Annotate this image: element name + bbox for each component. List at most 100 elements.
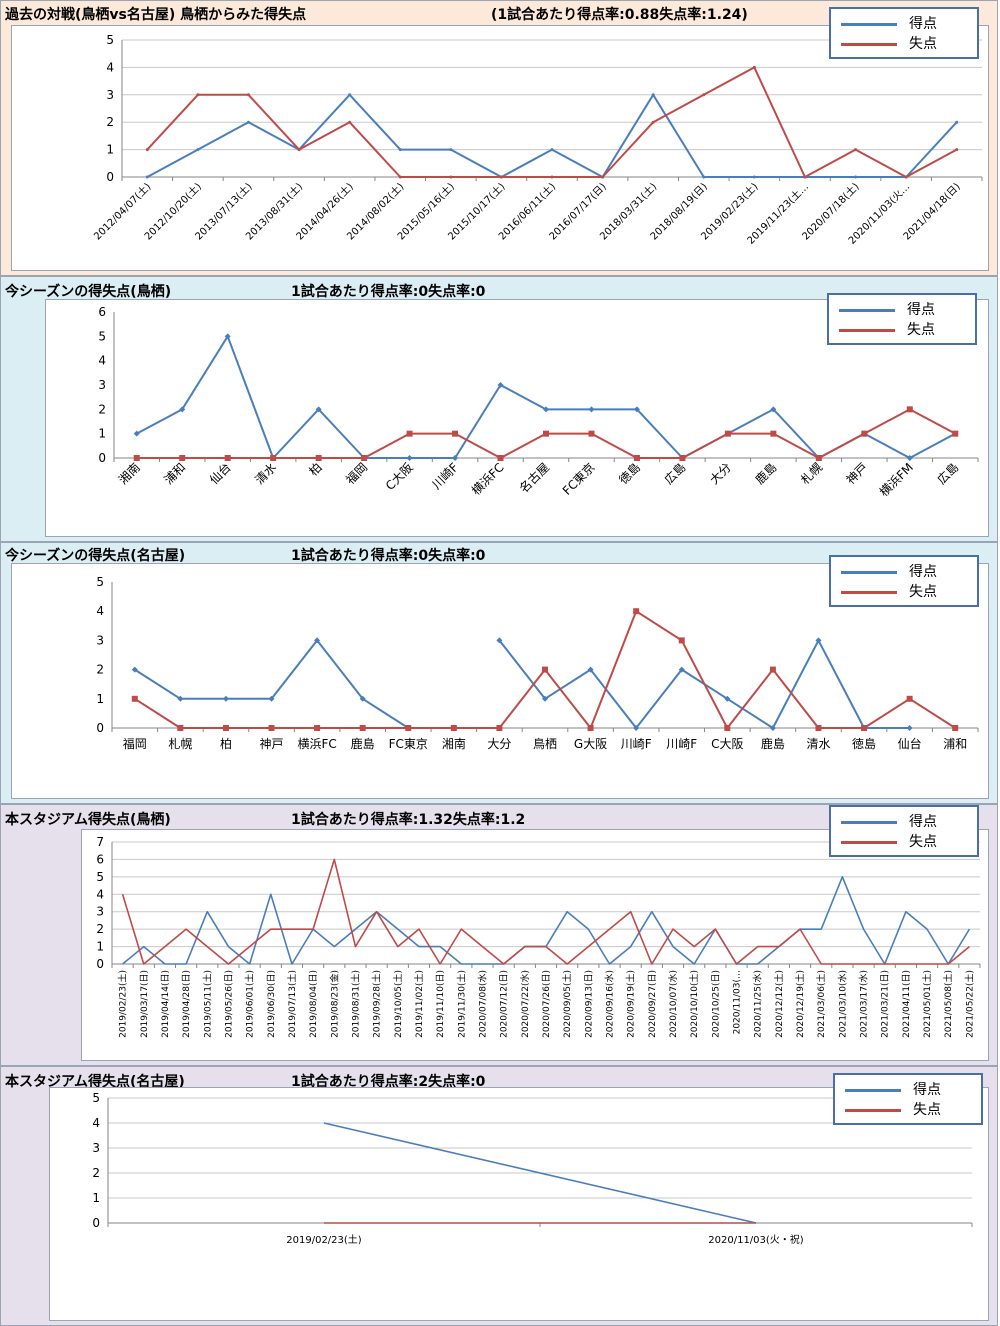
legend-label-score: 得点 — [913, 1082, 941, 1098]
series-line-score — [122, 876, 971, 965]
section-season-nagoya: 今シーズンの得失点(名古屋) 1試合あたり得点率:0失点率:0 0 1 2 3 4 5 福岡… — [0, 542, 998, 804]
data-point-score — [177, 695, 184, 702]
data-point-concede — [679, 455, 686, 461]
x-tick-label: 2019/02/23(土) — [117, 970, 129, 1038]
x-tick-label: 福岡 — [343, 460, 371, 488]
x-tick-label: 2020/09/16(水) — [604, 970, 616, 1038]
x-tick-label: 2020/11/03(… — [733, 970, 743, 1034]
x-tick-label: 2021/04/11(日) — [901, 970, 912, 1038]
x-tick-label: 2020/09/27(日) — [647, 970, 658, 1038]
data-point-score — [179, 406, 186, 413]
legend-swatch-concede — [845, 1109, 901, 1112]
legend-swatch-concede — [841, 591, 897, 594]
x-tick-label: 2021/05/01(土) — [921, 970, 933, 1038]
data-point-score — [633, 406, 640, 413]
data-point-score — [452, 455, 459, 461]
data-point-concede — [359, 725, 366, 731]
data-point-concede — [133, 455, 140, 461]
data-point-concede — [406, 430, 413, 437]
y-tick-label: 2 — [92, 1166, 100, 1180]
y-tick-label: 5 — [92, 1091, 100, 1105]
chart-svg: 0 1 2 3 4 5 2019/02/23(土) 2020/11/03(火・祝) — [92, 1091, 973, 1246]
data-point-score — [955, 120, 959, 124]
x-tick-label: 2019/02/23(土) — [286, 1233, 362, 1246]
data-point-concede — [179, 455, 186, 461]
y-tick-label: 3 — [96, 633, 104, 647]
data-point-score — [769, 725, 776, 731]
legend-label-score: 得点 — [909, 564, 937, 580]
chart-svg: 0123456湘南 浦和 仙台 清水柏福岡 C大阪 川崎F 横浜FC 名古屋 FC東京 徳島 広島大… — [98, 305, 979, 499]
data-point-concede — [196, 93, 200, 97]
data-point-score — [550, 148, 554, 152]
data-point-concede — [315, 455, 322, 461]
x-tick-label: 2019/06/01(土) — [244, 970, 256, 1038]
data-point-score — [770, 406, 777, 413]
data-point-concede — [904, 175, 908, 179]
data-point-concede — [361, 455, 368, 461]
y-tick-label: 5 — [106, 33, 114, 47]
x-tick-label: 横浜FM — [877, 460, 916, 499]
data-point-concede — [348, 120, 352, 124]
x-tick-label: 広島 — [661, 460, 689, 488]
data-point-score — [542, 695, 548, 702]
data-point-concede — [449, 175, 453, 179]
x-tick-label: 横浜FC — [469, 460, 507, 498]
x-tick-label: 鹿島 — [752, 460, 780, 488]
y-tick-label: 0 — [96, 721, 104, 735]
y-tick-label: 2 — [98, 402, 106, 416]
y-tick-label: 2 — [106, 115, 114, 129]
y-tick-label: 2 — [96, 922, 104, 936]
data-point-concede — [297, 148, 301, 152]
data-point-score — [222, 695, 229, 702]
x-tick-label: 2019/06/30(日) — [266, 970, 277, 1038]
x-tick-label: 川崎F — [429, 460, 461, 492]
data-point-score — [348, 93, 352, 97]
data-point-score — [543, 406, 549, 413]
data-point-score — [678, 666, 685, 673]
x-tick-label: 2020/11/25(水) — [752, 970, 764, 1038]
data-point-score — [359, 695, 366, 702]
series-line-score — [134, 639, 409, 729]
x-tick-label: 横浜FC — [297, 737, 336, 751]
legend: 得点 失点 — [833, 1073, 983, 1125]
x-tick-label: 2019/10/05(土) — [392, 970, 404, 1038]
legend-label-concede: 失点 — [907, 322, 935, 338]
chart-svg: 0123452012/04/07(土)2012/10/20(土)2013/07/… — [91, 33, 983, 247]
data-point-score — [224, 333, 231, 340]
data-point-concede — [854, 148, 858, 152]
x-tick-label: 福岡 — [123, 736, 147, 751]
legend-label-score: 得点 — [909, 814, 937, 830]
y-tick-label: 4 — [96, 887, 104, 901]
x-tick-label: 名古屋 — [516, 460, 552, 496]
data-point-concede — [752, 65, 756, 69]
x-tick-label: 湘南 — [442, 736, 466, 751]
x-tick-label: 2019/04/28(日) — [181, 970, 192, 1038]
x-tick-label: 柏 — [220, 736, 232, 751]
x-tick-label: 2019/09/28(土) — [371, 970, 383, 1038]
x-tick-label: 鹿島 — [351, 736, 375, 751]
x-tick-label: 札幌 — [168, 736, 192, 751]
x-tick-label: 2019/08/04(日) — [308, 970, 319, 1038]
data-point-concede — [450, 725, 457, 731]
data-point-concede — [952, 430, 959, 437]
section-season-tosu: 今シーズンの得失点(鳥栖) 1試合あたり得点率:0失点率:0 0 1 2 3 4 5 6 湘南… — [0, 276, 998, 542]
x-tick-label: 徳島 — [615, 460, 643, 488]
series-line-score — [136, 335, 956, 459]
x-tick-label: G大阪 — [574, 737, 607, 751]
data-point-concede — [633, 608, 640, 615]
x-tick-label: 2019/11/10(日) — [435, 970, 446, 1038]
data-point-concede — [815, 455, 822, 461]
data-point-concede — [588, 430, 595, 437]
x-tick-label: FC東京 — [389, 737, 428, 751]
x-tick-label: 札幌 — [797, 460, 825, 488]
data-point-score — [314, 637, 321, 644]
y-tick-label: 4 — [98, 354, 106, 368]
chart-svg: 0 1 2 3 4 5 6 7 2019/02/23(土) 2019/03/17(日) 2019/0… — [96, 835, 981, 1038]
legend-swatch-score — [841, 571, 897, 574]
legend-item-score: 得点 — [841, 14, 981, 34]
x-tick-label: 大分 — [487, 737, 511, 751]
section-subtitle: 1試合あたり得点率:0失点率:0 — [291, 548, 486, 564]
data-point-concede — [398, 175, 402, 179]
legend-item-concede: 失点 — [839, 320, 979, 340]
y-tick-label: 4 — [96, 604, 104, 618]
